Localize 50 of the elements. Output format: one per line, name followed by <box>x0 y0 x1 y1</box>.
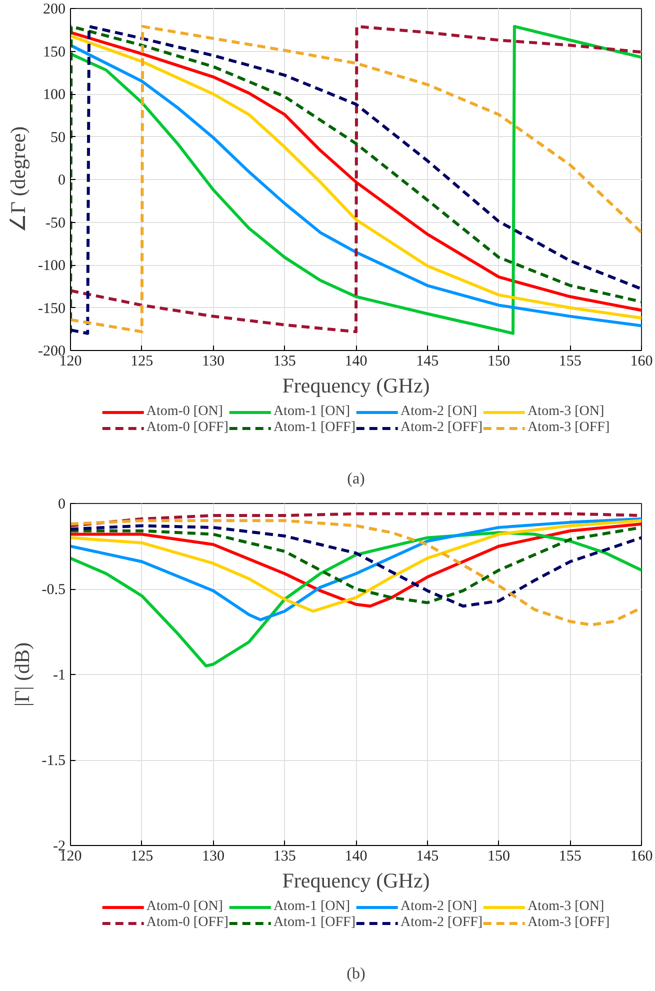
y-axis-title: |Γ| (dB) <box>10 642 34 707</box>
legend-label: Atom-0 [ON] <box>146 404 223 420</box>
legend-label: Atom-3 [ON] <box>528 899 604 915</box>
y-tick-label: -150 <box>38 300 66 317</box>
legend-label: Atom-0 [ON] <box>146 899 223 915</box>
legend-label: Atom-1 [OFF] <box>273 420 356 436</box>
y-tick-label: 0 <box>58 496 66 512</box>
y-tick-label: -100 <box>38 258 66 274</box>
x-tick-label: 155 <box>558 354 582 370</box>
x-axis-title: Frequency (GHz) <box>282 868 430 892</box>
legend-label: Atom-1 [OFF] <box>273 915 356 931</box>
y-tick-label: 200 <box>43 2 66 18</box>
legend-label: Atom-2 [ON] <box>400 899 478 915</box>
x-tick-label: 150 <box>488 848 510 864</box>
legend-label: Atom-2 [ON] <box>400 404 478 420</box>
x-tick-label: 135 <box>273 354 296 370</box>
x-tick-label: 155 <box>558 848 582 864</box>
x-tick-label: 140 <box>344 354 368 370</box>
x-tick-label: 140 <box>344 848 368 864</box>
y-tick-label: -50 <box>46 215 66 232</box>
x-tick-label: 150 <box>488 354 510 370</box>
x-tick-label: 125 <box>130 848 154 864</box>
y-tick-label: 100 <box>43 87 66 103</box>
x-tick-label: 160 <box>630 848 653 864</box>
y-tick-label: -1.5 <box>42 753 66 769</box>
text: (b) <box>346 966 366 982</box>
x-tick-label: 145 <box>416 848 439 864</box>
y-tick-label: 0 <box>58 172 66 188</box>
x-tick-label: 135 <box>273 848 296 864</box>
legend-label: Atom-3 [ON] <box>528 404 604 420</box>
x-axis-title: Frequency (GHz) <box>282 374 430 398</box>
legend-label: Atom-2 [OFF] <box>400 915 483 931</box>
legend-label: Atom-0 [OFF] <box>146 420 228 436</box>
x-tick-label: 130 <box>202 354 224 370</box>
x-tick-label: 145 <box>416 354 439 370</box>
y-tick-label: -0.5 <box>42 582 66 598</box>
x-tick-label: 160 <box>630 354 653 370</box>
y-tick-label: 150 <box>43 44 66 60</box>
y-axis-title: ∠Γ (degree) <box>6 126 30 233</box>
x-tick-label: 125 <box>130 354 154 370</box>
text: (a) <box>347 470 365 488</box>
legend-label: Atom-2 [OFF] <box>400 420 483 436</box>
x-tick-label: 130 <box>202 848 224 864</box>
y-tick-label: -1 <box>53 668 66 684</box>
y-tick-label: 50 <box>50 130 66 146</box>
legend-label: Atom-1 [ON] <box>273 899 350 915</box>
legend-label: Atom-3 [OFF] <box>528 420 610 436</box>
legend-label: Atom-1 [ON] <box>273 404 350 420</box>
legend-label: Atom-0 [OFF] <box>146 915 228 931</box>
legend-label: Atom-3 [OFF] <box>528 915 610 931</box>
